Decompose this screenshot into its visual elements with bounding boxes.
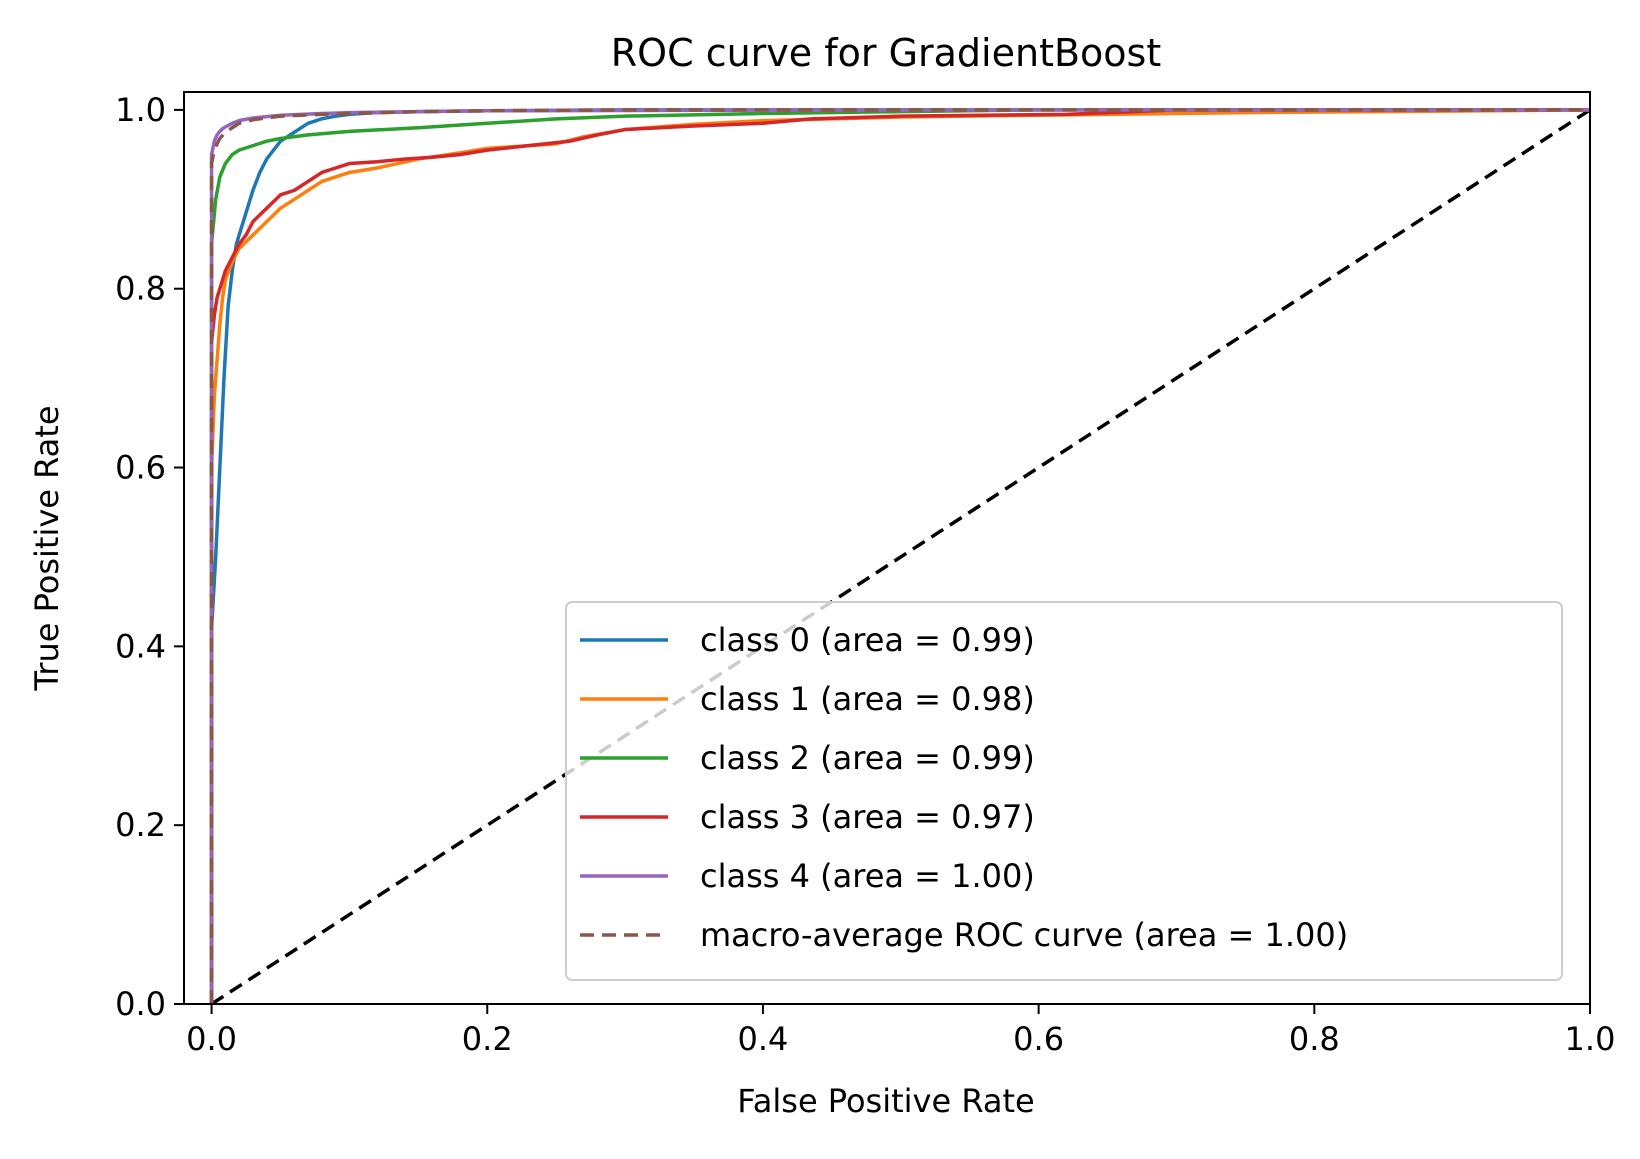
plot-area — [209, 108, 1590, 1004]
axes-frame — [183, 91, 1591, 1005]
series-line-3 — [209, 108, 1590, 1004]
y-axis: 0.0 0.2 0.4 0.6 0.8 1.0 — [115, 91, 184, 1023]
x-tick-label: 0.6 — [1013, 1020, 1064, 1058]
legend-label-1: class 1 (area = 0.98) — [700, 680, 1035, 718]
y-tick-label: 0.0 — [115, 985, 166, 1023]
legend-label-3: class 3 (area = 0.97) — [700, 798, 1035, 836]
x-tick-label: 0.8 — [1289, 1020, 1340, 1058]
legend: class 0 (area = 0.99) class 1 (area = 0.9… — [565, 601, 1563, 981]
y-tick-label: 0.8 — [115, 270, 166, 308]
legend-label-4: class 4 (area = 1.00) — [700, 857, 1035, 895]
legend-label-2: class 2 (area = 0.99) — [700, 739, 1035, 777]
x-tick-label: 1.0 — [1565, 1020, 1616, 1058]
chart-title: ROC curve for GradientBoost — [611, 31, 1161, 75]
x-axis-title: False Positive Rate — [737, 1082, 1034, 1120]
x-tick-label: 0.0 — [186, 1020, 237, 1058]
legend-label-5: macro-average ROC curve (area = 1.00) — [700, 916, 1348, 954]
y-tick-label: 0.4 — [115, 627, 166, 665]
series-layer — [209, 108, 1590, 1004]
series-line-5 — [209, 108, 1590, 1004]
x-axis: 0.0 0.2 0.4 0.6 0.8 1.0 — [186, 1004, 1615, 1058]
y-tick-label: 0.6 — [115, 449, 166, 487]
series-line-2 — [209, 108, 1590, 1004]
legend-box — [565, 601, 1563, 981]
x-tick-label: 0.2 — [462, 1020, 513, 1058]
series-line-4 — [209, 108, 1590, 1004]
y-tick-label: 0.2 — [115, 806, 166, 844]
legend-label-0: class 0 (area = 0.99) — [700, 621, 1035, 659]
y-axis-title: True Positive Rate — [28, 405, 66, 691]
x-tick-label: 0.4 — [737, 1020, 788, 1058]
diagonal-reference-line — [210, 108, 1590, 1004]
y-tick-label: 1.0 — [115, 91, 166, 129]
